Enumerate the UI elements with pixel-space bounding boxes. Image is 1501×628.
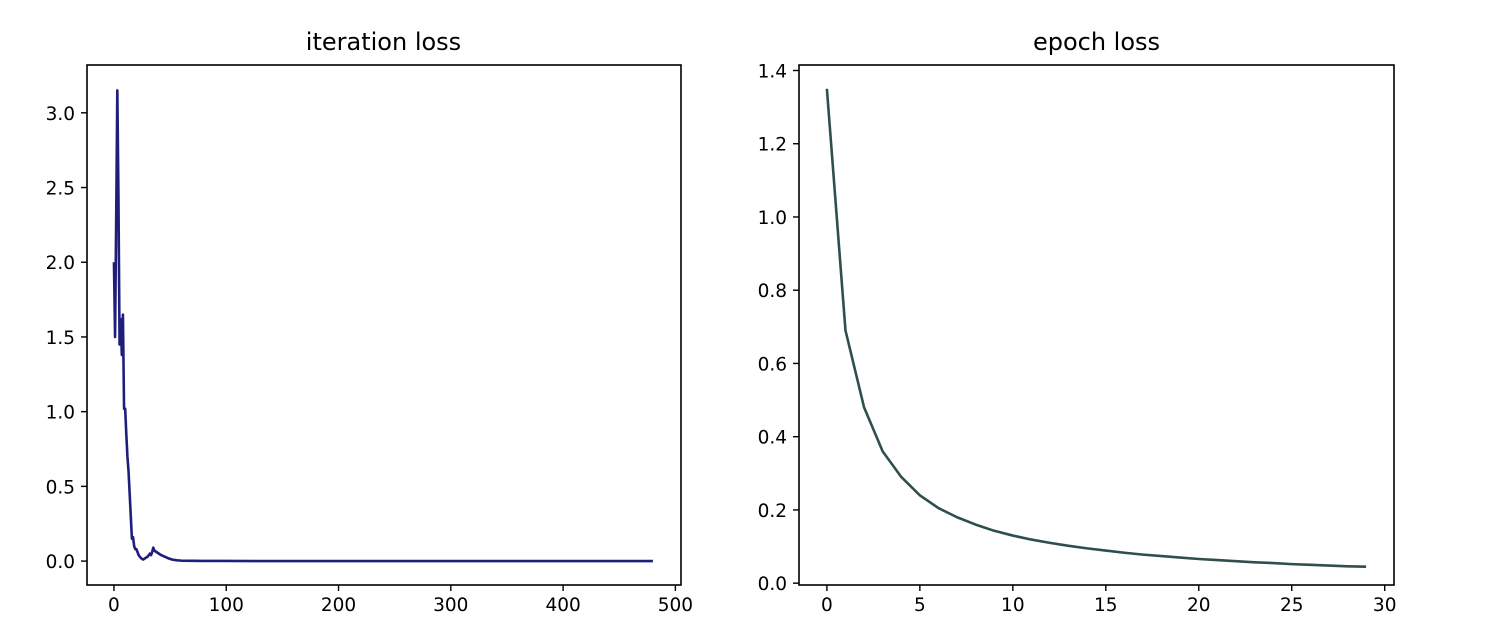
epoch-loss-x-tick-label: 20 (1187, 595, 1211, 616)
epoch-loss-y-tick-label: 0.6 (758, 354, 787, 375)
iteration-loss-title: iteration loss (306, 28, 461, 56)
epoch-loss-x-tick-label: 10 (1001, 595, 1025, 616)
epoch-loss-y-tick-label: 0.8 (758, 281, 787, 302)
iteration-loss-y-tick-label: 0.0 (46, 552, 75, 573)
epoch-loss-x-tick-label: 25 (1280, 595, 1304, 616)
iteration-loss-x-tick-label: 400 (545, 595, 580, 616)
iteration-loss-y-tick-label: 2.5 (46, 179, 75, 200)
epoch-loss-x-tick-label: 0 (821, 595, 833, 616)
epoch-loss-axes-frame (798, 64, 1395, 586)
epoch-loss-x-tick-label: 30 (1373, 595, 1397, 616)
iteration-loss-y-tick-label: 3.0 (46, 104, 75, 125)
epoch-loss-y-tick-label: 0.4 (758, 428, 787, 449)
epoch-loss-y-tick-label: 0.0 (758, 574, 787, 595)
iteration-loss-y-tick-label: 1.5 (46, 328, 75, 349)
iteration-loss-x-tick-label: 0 (108, 595, 120, 616)
iteration-loss-series-line (112, 89, 653, 563)
iteration-loss-x-tick-label: 100 (209, 595, 244, 616)
iteration-loss-x-tick-label: 500 (658, 595, 693, 616)
epoch-loss-series-line (825, 88, 1367, 568)
epoch-loss-x-tick-label: 5 (914, 595, 926, 616)
iteration-loss-marks: 0 100 200 300 400 500 0.0 0.5 1.0 1.5 2.0 2.5 3.0 (46, 89, 693, 616)
epoch-loss-y-tick-label: 1.2 (758, 135, 787, 156)
epoch-loss-marks: 0 5 10 15 20 25 30 0.0 0.2 0.4 0.6 0.8 1.0 1.2 1.4 (758, 61, 1397, 616)
epoch-loss-title: epoch loss (1033, 28, 1160, 56)
iteration-loss-y-tick-label: 0.5 (46, 477, 75, 498)
iteration-loss-x-tick-label: 200 (321, 595, 356, 616)
epoch-loss-y-tick-label: 1.0 (758, 208, 787, 229)
epoch-loss-y-tick-label: 0.2 (758, 501, 787, 522)
iteration-loss-y-tick-label: 2.0 (46, 253, 75, 274)
epoch-loss-x-tick-label: 15 (1094, 595, 1118, 616)
epoch-loss-y-tick-label: 1.4 (758, 61, 787, 82)
iteration-loss-panel: iteration loss 0 100 200 300 400 500 0.0 0.5 1.0… (46, 28, 693, 616)
iteration-loss-axes-frame (86, 64, 682, 586)
epoch-loss-panel: epoch loss 0 5 10 15 20 25 30 0.0 0.2 0.4 0.6 0.8 1.… (758, 28, 1397, 616)
iteration-loss-x-tick-label: 300 (433, 595, 468, 616)
iteration-loss-y-tick-label: 1.0 (46, 403, 75, 424)
